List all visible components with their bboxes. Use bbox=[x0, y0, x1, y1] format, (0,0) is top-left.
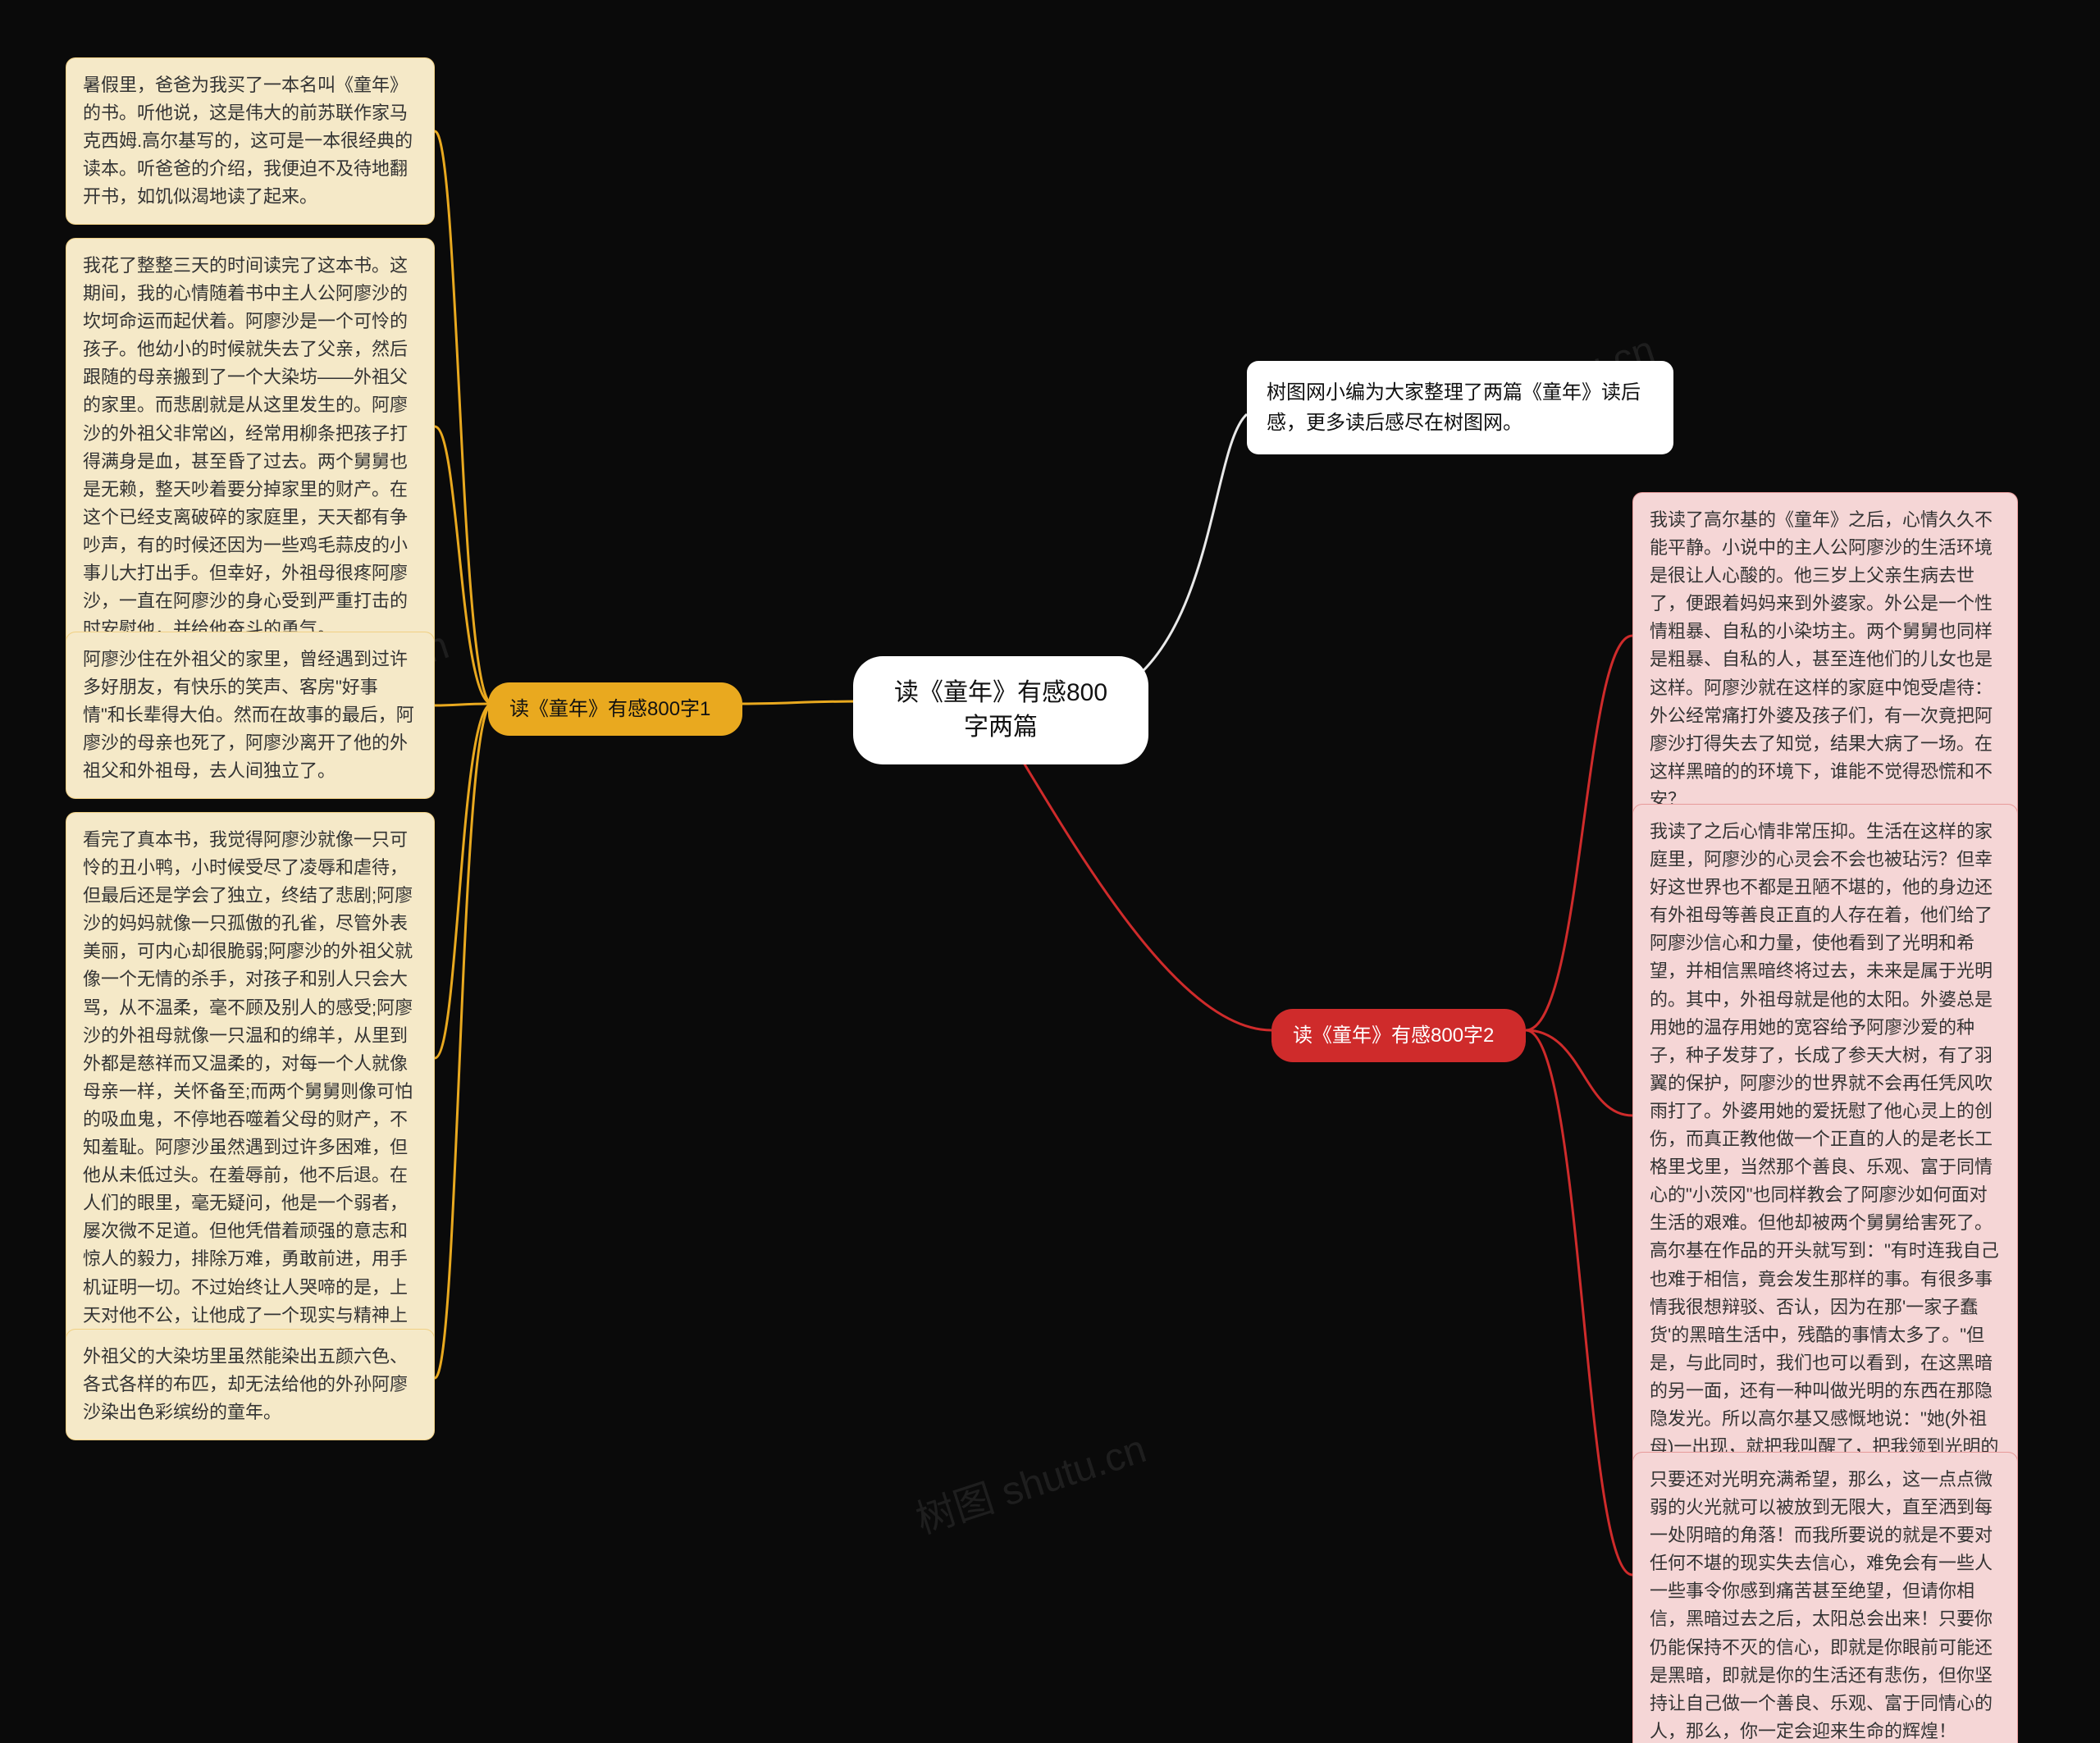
branch-1[interactable]: 读《童年》有感800字1 bbox=[488, 682, 742, 736]
branch2-leaf[interactable]: 只要还对光明充满希望，那么，这一点点微弱的火光就可以被放到无限大，直至洒到每一处… bbox=[1632, 1452, 2018, 1743]
branch-2[interactable]: 读《童年》有感800字2 bbox=[1271, 1009, 1526, 1062]
branch1-leaf[interactable]: 外祖父的大染坊里虽然能染出五颜六色、各式各样的布匹，却无法给他的外孙阿廖沙染出色… bbox=[66, 1329, 435, 1440]
branch1-leaf[interactable]: 阿廖沙住在外祖父的家里，曾经遇到过许多好朋友，有快乐的笑声、客房"好事情"和长辈… bbox=[66, 632, 435, 799]
branch1-leaf[interactable]: 暑假里，爸爸为我买了一本名叫《童年》的书。听他说，这是伟大的前苏联作家马克西姆.… bbox=[66, 57, 435, 225]
branch1-leaf[interactable]: 看完了真本书，我觉得阿廖沙就像一只可怜的丑小鸭，小时候受尽了凌辱和虐待，但最后还… bbox=[66, 812, 435, 1371]
watermark: 树图 shutu.cn bbox=[907, 1417, 1152, 1545]
intro-node[interactable]: 树图网小编为大家整理了两篇《童年》读后感，更多读后感尽在树图网。 bbox=[1247, 361, 1673, 454]
branch2-leaf[interactable]: 我读了高尔基的《童年》之后，心情久久不能平静。小说中的主人公阿廖沙的生活环境是很… bbox=[1632, 492, 2018, 828]
branch1-leaf[interactable]: 我花了整整三天的时间读完了这本书。这期间，我的心情随着书中主人公阿廖沙的坎坷命运… bbox=[66, 238, 435, 657]
root-node[interactable]: 读《童年》有感800字两篇 bbox=[853, 656, 1148, 764]
